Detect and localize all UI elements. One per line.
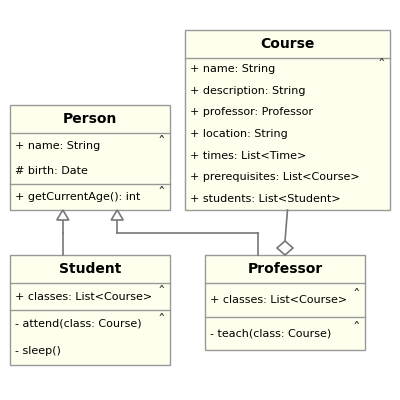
Text: + classes: List<Course>: + classes: List<Course> [210,295,347,305]
Text: Student: Student [59,262,121,276]
Text: ˆ: ˆ [157,187,165,202]
Polygon shape [277,241,293,255]
Bar [185,30,390,210]
Text: ˆ: ˆ [157,136,165,151]
Text: Professor: Professor [247,262,323,276]
Text: ˆ: ˆ [352,322,360,337]
Text: + name: String: + name: String [15,141,100,151]
Text: ˆ: ˆ [352,289,360,304]
Text: + prerequisites: List<Course>: + prerequisites: List<Course> [190,172,360,182]
Text: + times: List<Time>: + times: List<Time> [190,151,306,161]
Text: + getCurrentAge(): int: + getCurrentAge(): int [15,192,140,202]
Text: + name: String: + name: String [190,64,275,74]
Text: - attend(class: Course): - attend(class: Course) [15,319,142,329]
Text: ˆ: ˆ [157,286,165,302]
Text: - sleep(): - sleep() [15,346,61,356]
Text: ˆ: ˆ [157,314,165,329]
Text: - teach(class: Course): - teach(class: Course) [210,328,331,338]
Bar [205,255,365,350]
Bar [10,255,170,365]
Polygon shape [57,210,69,220]
Text: + professor: Professor: + professor: Professor [190,107,313,117]
Polygon shape [111,210,123,220]
Text: + description: String: + description: String [190,86,306,96]
Text: + classes: List<Course>: + classes: List<Course> [15,292,152,302]
Text: ˆ: ˆ [377,59,385,74]
Text: # birth: Date: # birth: Date [15,166,88,176]
Text: + location: String: + location: String [190,129,288,139]
Text: Course: Course [260,37,315,51]
Text: Person: Person [63,112,117,126]
Bar [10,105,170,210]
Text: + students: List<Student>: + students: List<Student> [190,194,341,204]
